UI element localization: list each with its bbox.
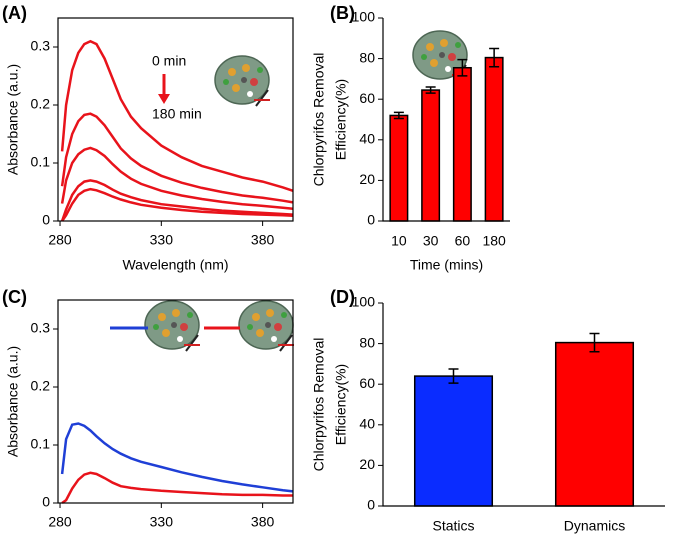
y-tick-label: 0.2 bbox=[31, 378, 51, 394]
axes bbox=[382, 303, 665, 507]
icon bbox=[144, 300, 201, 352]
error-bar bbox=[489, 47, 500, 68]
y-tick-label: 100 bbox=[352, 294, 376, 310]
y-tick-label: 80 bbox=[359, 334, 375, 350]
y-tick-label: 0.1 bbox=[31, 436, 51, 452]
annotation: 180 min bbox=[152, 106, 202, 122]
panel-label: (A) bbox=[2, 3, 27, 23]
error-bar bbox=[457, 58, 468, 77]
bar bbox=[484, 56, 504, 222]
icon bbox=[214, 55, 271, 107]
line-series bbox=[60, 422, 294, 493]
y-axis-label: Chlorpyrifos Removal bbox=[311, 53, 327, 187]
y-tick-label: 60 bbox=[359, 90, 375, 106]
x-tick-label: 60 bbox=[455, 233, 471, 249]
y-tick-label: 0.3 bbox=[31, 38, 51, 54]
plot-frame bbox=[57, 17, 294, 222]
x-axis-label: Time (mins) bbox=[410, 257, 483, 273]
y-axis-label: Absorbance (a.u.) bbox=[5, 64, 21, 175]
bar bbox=[554, 341, 635, 507]
x-tick-label: 280 bbox=[48, 232, 72, 248]
y-tick-label: 0 bbox=[42, 212, 50, 228]
line-series bbox=[60, 112, 294, 204]
y-tick-label: 40 bbox=[359, 131, 375, 147]
y-tick-label: 0.3 bbox=[31, 320, 51, 336]
x-tick-label: Dynamics bbox=[564, 518, 625, 534]
y-axis-label: Efficiency(%) bbox=[333, 364, 349, 445]
y-axis-label: Efficiency(%) bbox=[333, 79, 349, 160]
x-tick-label: 180 bbox=[482, 233, 506, 249]
y-tick-label: 0.2 bbox=[31, 96, 51, 112]
y-tick-label: 0 bbox=[42, 494, 50, 510]
y-tick-label: 100 bbox=[352, 9, 376, 25]
line-series bbox=[61, 187, 294, 222]
line-series bbox=[60, 146, 294, 211]
y-tick-label: 0 bbox=[367, 497, 375, 513]
annotation: 0 min bbox=[152, 53, 186, 69]
x-tick-label: 280 bbox=[48, 514, 72, 530]
line-series bbox=[61, 471, 293, 505]
y-tick-label: 20 bbox=[359, 456, 375, 472]
y-tick-label: 0.1 bbox=[31, 154, 51, 170]
y-tick-label: 40 bbox=[359, 416, 375, 432]
line-series bbox=[60, 39, 294, 192]
panel-label: (D) bbox=[330, 287, 355, 307]
y-tick-label: 20 bbox=[359, 171, 375, 187]
panel-label: (C) bbox=[2, 287, 27, 307]
x-axis-label: Wavelength (nm) bbox=[122, 257, 228, 273]
bar bbox=[452, 66, 472, 222]
error-bar bbox=[589, 332, 600, 353]
x-tick-label: 330 bbox=[150, 514, 174, 530]
plot-frame bbox=[57, 299, 294, 504]
y-tick-label: 0 bbox=[367, 212, 375, 228]
line-series bbox=[60, 179, 294, 222]
panel-label: (B) bbox=[330, 3, 355, 23]
axes bbox=[382, 18, 510, 222]
bar bbox=[389, 114, 409, 222]
x-tick-label: 10 bbox=[391, 233, 407, 249]
x-tick-label: 380 bbox=[251, 514, 275, 530]
y-tick-label: 60 bbox=[359, 375, 375, 391]
y-axis-label: Chlorpyrifos Removal bbox=[311, 338, 327, 472]
error-bar bbox=[425, 86, 436, 94]
x-tick-label: 30 bbox=[423, 233, 439, 249]
icon bbox=[238, 300, 295, 352]
bar bbox=[413, 375, 494, 507]
x-tick-label: 380 bbox=[251, 232, 275, 248]
x-tick-label: Statics bbox=[432, 518, 474, 534]
error-bar bbox=[393, 111, 404, 120]
y-axis-label: Absorbance (a.u.) bbox=[5, 346, 21, 457]
y-tick-label: 80 bbox=[359, 49, 375, 65]
error-bar bbox=[448, 368, 459, 384]
arrow-head bbox=[158, 94, 170, 104]
x-tick-label: 330 bbox=[150, 232, 174, 248]
bar bbox=[421, 89, 441, 222]
